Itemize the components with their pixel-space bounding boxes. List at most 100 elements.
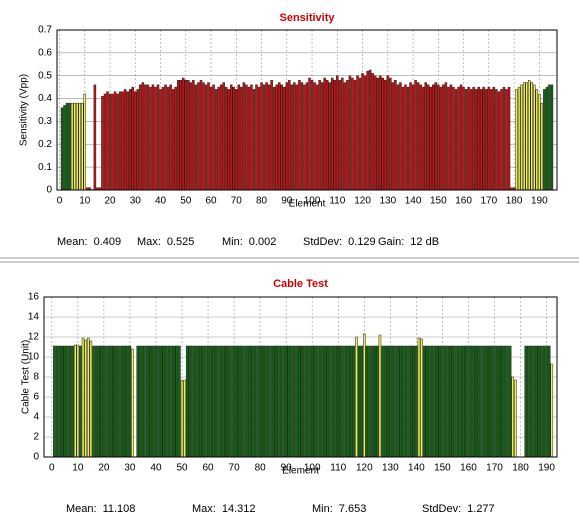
bar <box>180 380 184 458</box>
stat-label: Max: <box>137 236 161 248</box>
bar <box>172 345 176 458</box>
bar <box>60 345 64 458</box>
bar <box>424 82 427 191</box>
bar <box>383 345 387 458</box>
bar <box>84 339 87 458</box>
bar <box>547 345 551 458</box>
bar <box>542 345 546 458</box>
x-tick-label: 180 <box>506 196 523 207</box>
bar <box>310 80 314 191</box>
bar <box>131 348 134 458</box>
stat-value: 1.277 <box>467 503 495 515</box>
bar <box>292 345 296 458</box>
bar <box>490 345 494 458</box>
x-tick-label: 60 <box>205 196 217 207</box>
bar <box>73 102 76 191</box>
stat-label: Max: <box>192 503 216 515</box>
bar <box>441 345 444 458</box>
bar <box>293 82 296 191</box>
bar <box>201 345 205 458</box>
bar <box>358 77 362 191</box>
bar <box>534 345 538 458</box>
bar <box>488 345 491 458</box>
bar <box>396 84 400 191</box>
bar <box>428 345 431 458</box>
bar <box>128 89 132 191</box>
bar <box>351 77 354 191</box>
bar <box>434 82 438 191</box>
bar <box>469 345 473 458</box>
bar <box>277 345 280 458</box>
y-tick-label: 6 <box>33 392 39 403</box>
bar <box>433 345 436 458</box>
bar <box>305 82 309 191</box>
bar <box>229 84 233 191</box>
bar <box>533 84 536 191</box>
bar <box>381 345 384 458</box>
bar <box>193 345 197 458</box>
bar <box>248 345 252 458</box>
bar <box>508 345 512 458</box>
bar <box>543 89 546 191</box>
bar <box>149 345 153 458</box>
bar <box>438 345 442 458</box>
bar <box>365 345 369 458</box>
bar <box>176 80 180 191</box>
bar <box>211 345 215 458</box>
bar <box>415 345 418 458</box>
bar <box>164 84 167 191</box>
stat-value: 12 dB <box>410 236 439 248</box>
bar <box>185 345 189 458</box>
bar <box>146 345 150 458</box>
bar <box>462 86 465 191</box>
bar <box>538 93 541 191</box>
bar <box>447 86 450 191</box>
bar <box>277 82 281 191</box>
bar <box>487 86 491 191</box>
bar <box>192 80 195 191</box>
bar <box>282 345 285 458</box>
bar <box>53 345 56 458</box>
bar <box>139 84 142 191</box>
bar <box>497 91 501 191</box>
bar <box>265 82 268 191</box>
bar <box>328 82 331 191</box>
bar <box>102 345 106 458</box>
y-tick-label: 0.7 <box>38 25 52 36</box>
x-tick-label: 40 <box>155 196 167 207</box>
stat-value: 11.108 <box>103 503 136 515</box>
bar <box>156 84 160 191</box>
bar <box>118 91 122 191</box>
bar <box>121 91 124 191</box>
bar <box>182 77 185 191</box>
bar <box>128 345 132 458</box>
bar <box>527 345 530 458</box>
stat-label: Gain: <box>378 236 404 248</box>
bar <box>238 345 241 458</box>
bar <box>399 345 403 458</box>
bar <box>191 345 194 458</box>
bar <box>323 345 327 458</box>
bar <box>159 345 163 458</box>
bar <box>394 80 397 191</box>
bar <box>198 345 202 458</box>
bar <box>188 345 192 458</box>
bar <box>162 345 166 458</box>
bar <box>482 86 486 191</box>
stat: Gain: 12 dB <box>378 236 439 248</box>
bar <box>485 89 488 191</box>
x-tick-label: 30 <box>124 463 136 474</box>
bar <box>75 102 79 191</box>
x-tick-label: 10 <box>72 463 84 474</box>
x-tick-label: 190 <box>538 463 555 474</box>
bar <box>305 345 309 458</box>
bar <box>378 334 382 458</box>
bar <box>389 77 392 191</box>
bar <box>310 345 314 458</box>
bar <box>485 345 488 458</box>
bar <box>161 86 165 191</box>
bar <box>378 75 382 191</box>
bar <box>219 84 223 191</box>
bar <box>178 345 181 458</box>
bar <box>245 345 249 458</box>
